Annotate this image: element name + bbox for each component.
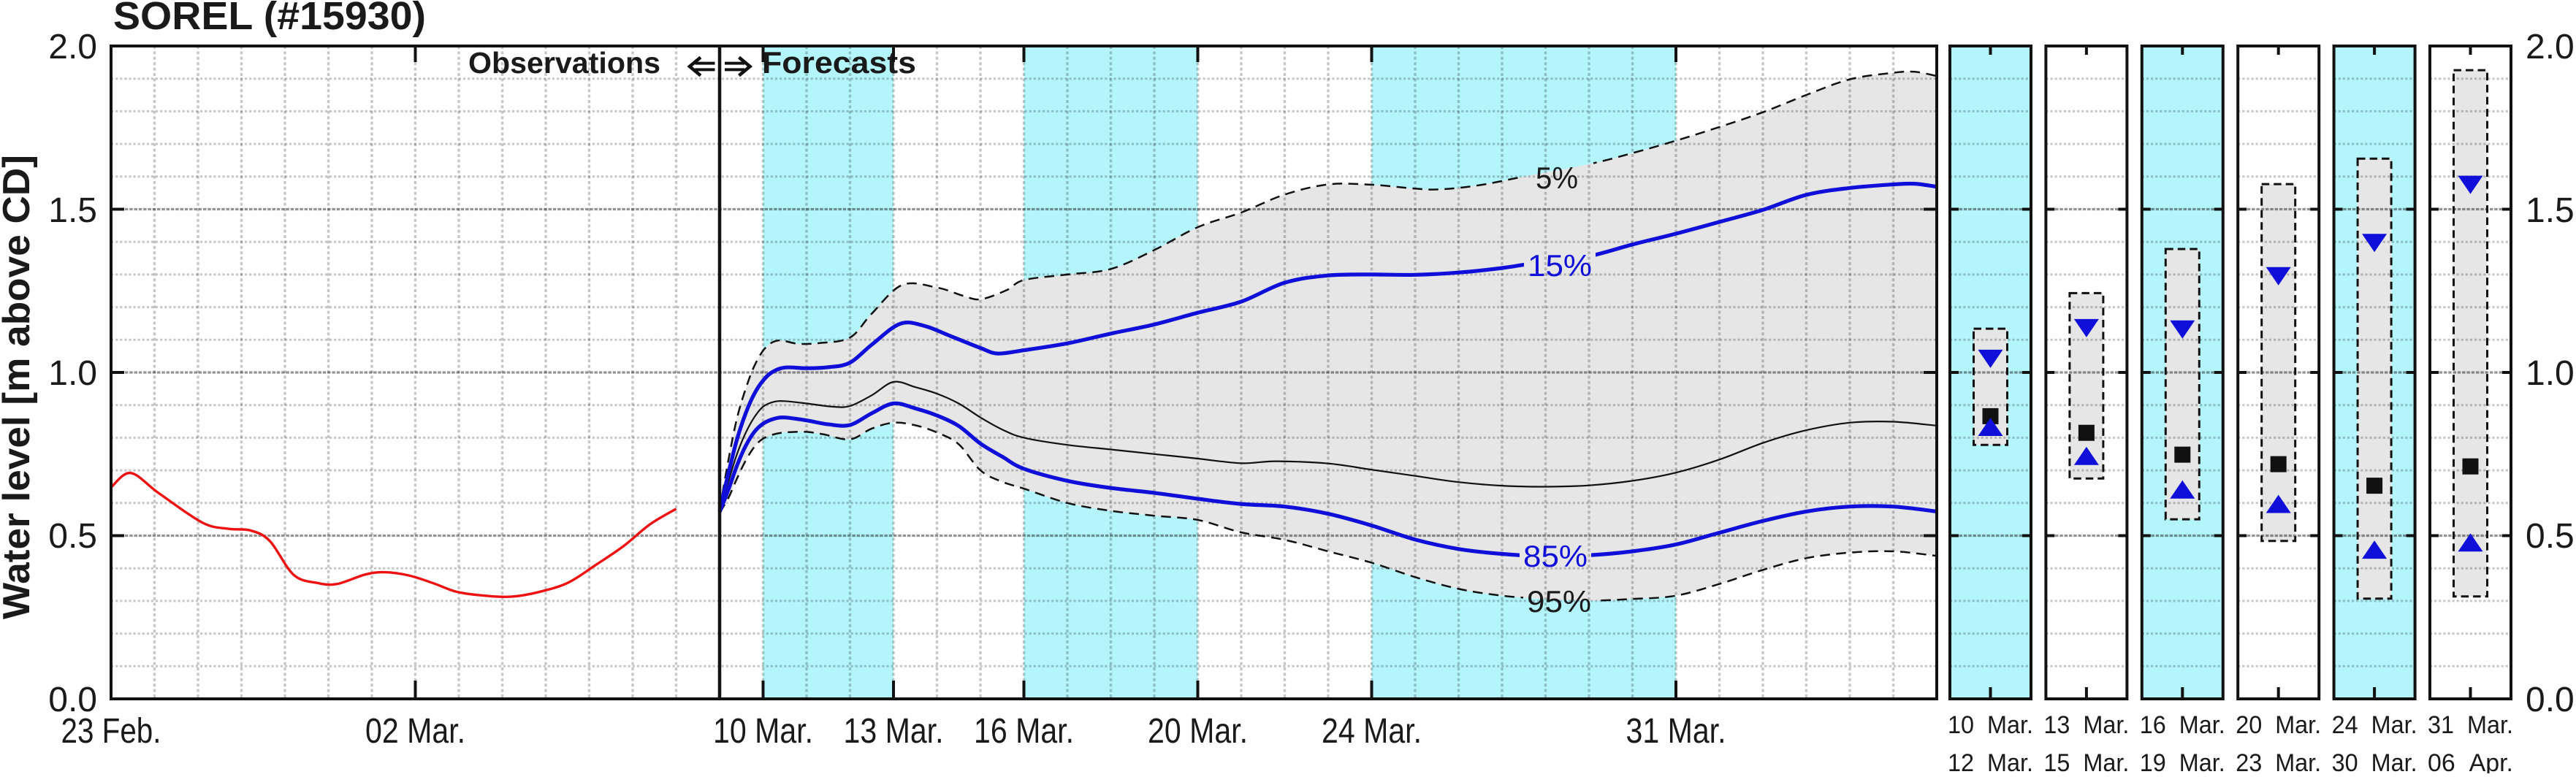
svg-text:10 Mar.: 10 Mar. [713, 712, 813, 751]
svg-text:Observations: Observations [468, 46, 660, 80]
svg-text:24 Mar.: 24 Mar. [2332, 711, 2417, 739]
svg-text:1.5: 1.5 [48, 191, 97, 230]
svg-text:Water level [m above CD]: Water level [m above CD] [0, 155, 38, 619]
svg-text:10 Mar.: 10 Mar. [1948, 711, 2033, 739]
svg-text:2.0: 2.0 [2526, 28, 2575, 66]
svg-text:Forecasts: Forecasts [762, 45, 916, 80]
svg-text:0.5: 0.5 [48, 517, 97, 556]
svg-text:30 Mar.: 30 Mar. [2332, 749, 2417, 773]
svg-text:13 Mar.: 13 Mar. [2043, 711, 2129, 739]
svg-text:20 Mar.: 20 Mar. [1148, 712, 1248, 751]
svg-text:12 Mar.: 12 Mar. [1948, 749, 2033, 773]
svg-text:15 Mar.: 15 Mar. [2043, 749, 2129, 773]
svg-text:20 Mar.: 20 Mar. [2236, 711, 2321, 739]
svg-text:06 Apr.: 06 Apr. [2428, 749, 2513, 773]
svg-text:1.0: 1.0 [48, 354, 97, 393]
svg-text:31 Mar.: 31 Mar. [2428, 711, 2513, 739]
svg-text:0.5: 0.5 [2526, 517, 2575, 556]
svg-text:16 Mar.: 16 Mar. [2140, 711, 2225, 739]
svg-text:95%: 95% [1527, 584, 1591, 619]
svg-text:15%: 15% [1528, 248, 1592, 283]
svg-text:13 Mar.: 13 Mar. [844, 712, 944, 751]
svg-text:24 Mar.: 24 Mar. [1322, 712, 1422, 751]
svg-text:1.0: 1.0 [2526, 354, 2575, 393]
svg-text:2.0: 2.0 [48, 28, 97, 66]
svg-text:1.5: 1.5 [2526, 191, 2575, 230]
svg-text:23 Mar.: 23 Mar. [2236, 749, 2321, 773]
svg-text:0.0: 0.0 [48, 681, 97, 719]
svg-text:SOREL (#15930): SOREL (#15930) [113, 0, 426, 38]
svg-text:0.0: 0.0 [2526, 681, 2575, 719]
svg-text:31 Mar.: 31 Mar. [1626, 712, 1726, 751]
svg-text:02 Mar.: 02 Mar. [365, 712, 465, 751]
svg-text:5%: 5% [1536, 161, 1578, 195]
svg-text:85%: 85% [1523, 539, 1588, 573]
svg-text:19 Mar.: 19 Mar. [2140, 749, 2225, 773]
svg-text:16 Mar.: 16 Mar. [974, 712, 1074, 751]
svg-text:23 Feb.: 23 Feb. [61, 712, 161, 751]
